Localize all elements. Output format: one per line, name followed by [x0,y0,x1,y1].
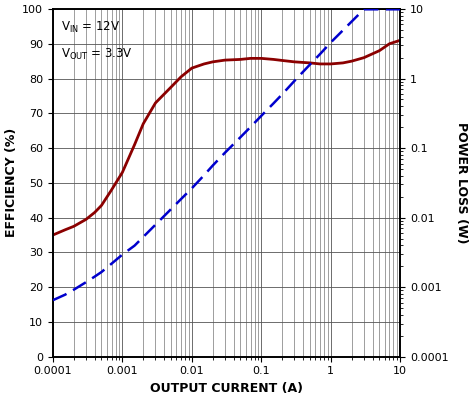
Y-axis label: EFFICIENCY (%): EFFICIENCY (%) [5,128,18,238]
Y-axis label: POWER LOSS (W): POWER LOSS (W) [455,122,468,244]
Text: $\mathsf{V_{IN}}$ = 12V: $\mathsf{V_{IN}}$ = 12V [61,20,120,34]
X-axis label: OUTPUT CURRENT (A): OUTPUT CURRENT (A) [150,382,303,395]
Text: $\mathsf{V_{OUT}}$ = 3.3V: $\mathsf{V_{OUT}}$ = 3.3V [61,47,132,62]
